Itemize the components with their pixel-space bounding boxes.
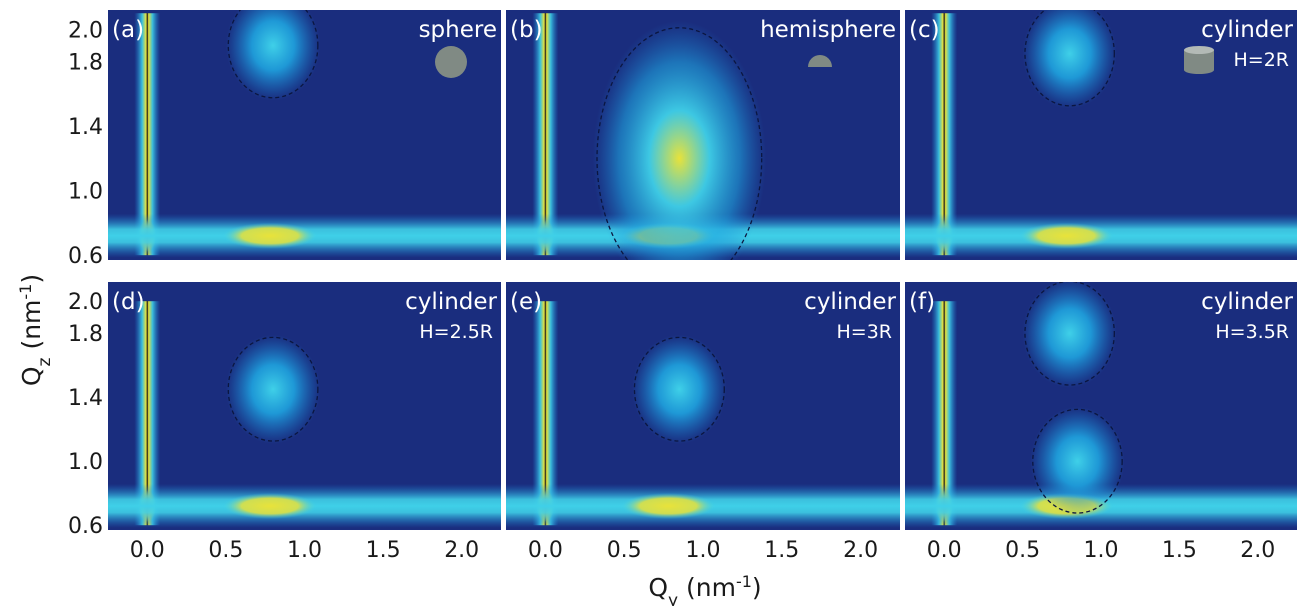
cylinder-icon	[1184, 46, 1214, 74]
intensity-blob	[632, 334, 727, 444]
y-tick-label: 1.8	[68, 322, 103, 347]
y-tick-label: 1.8	[68, 51, 103, 76]
panel-subtitle: H=3R	[837, 321, 893, 343]
contour-line	[596, 27, 763, 260]
y-tick-label: 1.4	[68, 386, 103, 411]
x-tick-label: 0.0	[528, 538, 563, 563]
panel-label: (b)	[510, 17, 543, 43]
x-tick-label: 2.0	[444, 538, 479, 563]
x-tick-label: 1.5	[764, 538, 799, 563]
panel-title: cylinder	[405, 289, 497, 315]
panel-label: (c)	[909, 17, 940, 43]
intensity-blob	[225, 10, 321, 101]
x-tick-label: 2.0	[843, 538, 878, 563]
panel-e: (e) cylinder H=3R	[506, 282, 900, 530]
panel-subtitle: H=3.5R	[1215, 321, 1289, 343]
hemisphere-icon	[808, 55, 832, 67]
x-tick-label: 0.5	[208, 538, 243, 563]
y-tick-label: 2.0	[68, 18, 103, 43]
panel-b: (b) hemisphere	[506, 10, 900, 260]
y-tick-label: 0.6	[68, 244, 103, 269]
band-peak	[222, 493, 318, 519]
panel-subtitle: H=2R	[1234, 49, 1290, 71]
x-tick-label: 0.0	[927, 538, 962, 563]
panel-title: cylinder	[1201, 289, 1293, 315]
y-tick-label: 2.0	[68, 290, 103, 315]
intensity-blob	[225, 334, 321, 444]
sphere-icon	[435, 46, 467, 78]
intensity-blob	[1022, 10, 1117, 109]
panel-label: (a)	[112, 17, 144, 43]
band-peak	[1019, 222, 1114, 249]
x-tick-label: 1.5	[1162, 538, 1197, 563]
panel-label: (f)	[909, 289, 935, 315]
panel-d: (d) cylinder H=2.5R	[108, 282, 501, 530]
y-tick-label: 1.4	[68, 115, 103, 140]
contour-line	[227, 336, 319, 442]
x-tick-label: 1.0	[287, 538, 322, 563]
x-tick-label: 0.5	[607, 538, 642, 563]
panel-title: hemisphere	[760, 17, 896, 43]
intensity-blob	[592, 20, 767, 260]
y-tick-label: 1.0	[68, 450, 103, 475]
x-axis-label: Qy (nm-1)	[648, 572, 761, 606]
x-tick-label: 1.5	[366, 538, 401, 563]
contour-line	[633, 336, 725, 442]
panel-label: (e)	[510, 289, 542, 315]
panel-title: sphere	[419, 17, 497, 43]
y-tick-label: 0.6	[68, 514, 103, 539]
panel-title: cylinder	[1201, 17, 1293, 43]
x-tick-labels: 0.0 0.5 1.0 1.5 2.0 0.0 0.5 1.0 1.5 2.0 0.0 0.5 1.0 1…	[130, 538, 1276, 563]
panel-a: (a) sphere	[108, 10, 501, 260]
panel-f: (f) cylinder H=3.5R	[905, 282, 1297, 530]
band-peak	[621, 493, 716, 519]
x-tick-label: 2.0	[1240, 538, 1275, 563]
y-axis-label: Qz (nm-1)	[16, 274, 56, 386]
panel-subtitle: H=2.5R	[419, 321, 493, 343]
intensity-blob	[1022, 282, 1117, 388]
contour-line	[1024, 282, 1115, 386]
contour-line	[1024, 10, 1115, 107]
contour-line	[1032, 408, 1123, 514]
panel-c: (c) cylinder H=2R	[905, 10, 1297, 260]
panel-label: (d)	[112, 289, 145, 315]
contour-line	[227, 10, 319, 99]
x-tick-label: 0.0	[130, 538, 165, 563]
x-tick-label: 1.0	[686, 538, 721, 563]
panel-grid: (a) sphere (b) hemisphere (c) cylinder H=2R (d)…	[108, 10, 1297, 530]
y-tick-label: 1.0	[68, 180, 103, 205]
intensity-blob	[1030, 406, 1125, 516]
y-tick-labels: 0.6 1.0 1.4 1.8 2.0 0.6 1.0 1.4 1.8 2.0	[68, 18, 103, 539]
x-tick-label: 1.0	[1084, 538, 1119, 563]
panel-title: cylinder	[804, 289, 896, 315]
x-tick-label: 0.5	[1005, 538, 1040, 563]
band-peak	[222, 222, 318, 249]
